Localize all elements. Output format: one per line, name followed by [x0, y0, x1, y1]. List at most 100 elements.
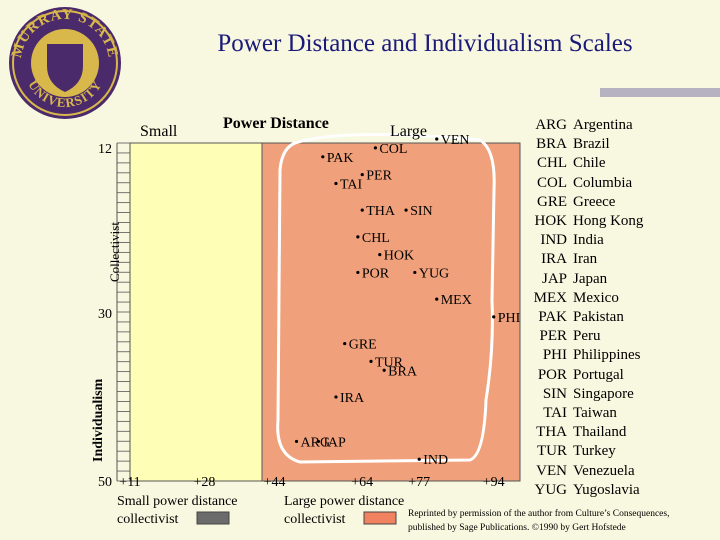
slide-title: Power Distance and Individualism Scales [217, 30, 633, 57]
legend-row: GRE Greece [527, 193, 643, 212]
legend-row: TAI Taiwan [527, 404, 643, 423]
legend-country-name: Portugal [573, 366, 624, 383]
point-label-ind: IND [423, 453, 448, 468]
legend-code: YUG [534, 481, 568, 498]
x-tick-label: +64 [351, 475, 373, 490]
legend-row: IRA Iran [527, 250, 643, 269]
point-marker [321, 155, 325, 159]
legend-country-name: Singapore [573, 385, 634, 402]
region-small-power-distance [129, 142, 263, 482]
legend-row: IND India [527, 231, 643, 250]
point-marker [417, 457, 421, 461]
point-label-chl: CHL [362, 231, 390, 246]
point-marker [356, 270, 360, 275]
country-legend: ARG Argentina BRA Brazil CHL Chile COL Columbia… [527, 116, 644, 500]
point-label-ira: IRA [340, 391, 365, 406]
y-tick-label: 30 [98, 307, 112, 322]
point-label-hok: HOK [384, 249, 414, 264]
decorative-stripes [600, 88, 720, 104]
legend-row: CHL Chile [527, 154, 643, 173]
y-tick-label: 12 [98, 142, 112, 157]
legend-row: POR Portugal [527, 366, 643, 385]
legend-code: PER [539, 328, 567, 345]
point-label-ven: VEN [441, 133, 470, 148]
point-marker [334, 181, 338, 186]
legend-row: TUR Turkey [527, 442, 643, 461]
legend-country-name: Yugoslavia [573, 481, 640, 498]
legend-row: THA Thailand [527, 423, 643, 442]
seal-gold-ring [12, 10, 118, 116]
y-axis-label: Individualism [91, 378, 106, 462]
legend-country-name: Japan [573, 270, 608, 287]
point-marker [435, 137, 439, 141]
x-tick-label: +94 [483, 475, 505, 490]
legend-row: SIN Singapore [527, 385, 643, 404]
x-tick-label: +11 [119, 475, 140, 490]
legend-code: TAI [543, 405, 567, 422]
legend-code: MEX [533, 289, 567, 306]
point-label-tur: TUR [375, 355, 404, 370]
legend-country-name: Thailand [573, 424, 627, 441]
legend-country-name: Chile [573, 155, 606, 172]
legend-row: COL Columbia [527, 174, 643, 193]
y-axis-sublabel: Collectivist [107, 222, 122, 282]
point-label-phi: PHI [498, 311, 521, 326]
legend-country-name: Columbia [573, 174, 633, 191]
point-label-tai: TAI [340, 177, 363, 192]
region-large-power-distance [261, 142, 521, 482]
legend-code: PHI [542, 347, 567, 364]
legend-code: POR [537, 366, 567, 383]
point-label-pak: PAK [327, 151, 354, 166]
point-marker [492, 315, 496, 319]
legend-country-name: Philippines [573, 347, 641, 364]
point-label-sin: SIN [410, 204, 433, 219]
legend-country-name: Mexico [573, 289, 619, 306]
legend-row: PER Peru [527, 327, 643, 346]
point-marker [360, 172, 364, 177]
point-label-bra: BRA [388, 364, 418, 379]
legend-row: YUG Yugoslavia [527, 481, 643, 500]
chart-title: Power Distance [223, 115, 329, 132]
point-marker [382, 368, 386, 372]
legend-row: PHI Philippines [527, 346, 643, 365]
legend-code: TUR [537, 443, 567, 460]
legend-country-name: Turkey [573, 443, 616, 460]
point-label-tha: THA [366, 204, 396, 219]
point-marker [435, 297, 439, 301]
point-label-jap: JAP [322, 435, 346, 450]
legend-row: PAK Pakistan [527, 308, 643, 327]
legend-row: JAP Japan [527, 270, 643, 289]
legend-country-name: Argentina [573, 117, 633, 133]
legend-code: GRE [537, 193, 567, 210]
point-marker [373, 146, 377, 150]
point-label-arg: ARG [301, 435, 331, 450]
region-small-label-2: collectivist [117, 512, 179, 527]
point-marker [294, 439, 299, 444]
point-marker [343, 341, 347, 346]
point-marker [316, 439, 321, 444]
point-marker [334, 395, 338, 399]
y-axis: 12 30 50 [98, 142, 130, 490]
legend-code: BRA [536, 136, 567, 153]
swatch-small-region [196, 511, 230, 525]
x-label-large: Large [390, 123, 427, 140]
x-tick-label: +28 [194, 475, 216, 490]
legend-country-name: India [573, 232, 604, 249]
legend-code: THA [536, 424, 567, 441]
legend-country-name: Pakistan [573, 309, 624, 326]
cluster-boundary [276, 132, 496, 464]
legend-code: IND [540, 232, 567, 249]
point-marker [360, 208, 364, 212]
region-large-label-1: Large power distance [284, 494, 404, 509]
legend-country-name: Greece [573, 193, 616, 210]
legend-row: ARG Argentina [527, 116, 643, 135]
shield-icon [47, 44, 83, 92]
region-large-label-2: collectivist [284, 512, 346, 527]
point-label-por: POR [362, 266, 390, 281]
legend-code: CHL [537, 155, 567, 172]
legend-code: PAK [538, 309, 567, 326]
legend-country-name: Brazil [573, 136, 610, 153]
point-marker [369, 359, 373, 363]
legend-country-name: Taiwan [573, 405, 617, 422]
